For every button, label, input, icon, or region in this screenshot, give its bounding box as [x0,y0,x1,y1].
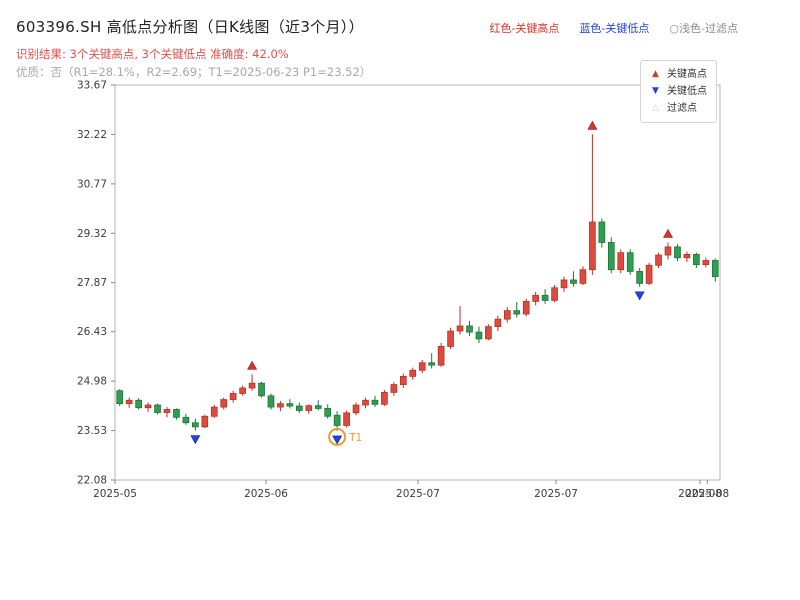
plot-legend-key-low-label: 关键低点 [667,86,707,97]
svg-text:23.53: 23.53 [77,425,107,437]
plot-legend-item-key-low: ▼ 关键低点 [650,83,707,100]
header-legend: 红色-关键高点 蓝色-关键低点 ○浅色-过滤点 [489,20,738,36]
svg-text:2025-07: 2025-07 [396,488,440,500]
svg-text:27.87: 27.87 [77,277,107,289]
triangle-hollow-icon: △ [652,103,659,113]
svg-text:2025-07: 2025-07 [534,488,578,500]
svg-text:24.98: 24.98 [77,376,107,388]
header-legend-key-high: 红色-关键高点 [489,22,560,35]
svg-text:33.67: 33.67 [77,80,107,92]
triangle-up-icon: ▲ [652,69,659,79]
header-legend-key-low: 蓝色-关键低点 [579,22,650,35]
svg-text:T1: T1 [348,432,362,444]
svg-text:30.77: 30.77 [77,178,107,190]
plot-legend: ▲ 关键高点 ▼ 关键低点 △ 过滤点 [640,60,717,123]
svg-text:2025-08: 2025-08 [685,488,729,500]
svg-text:2025-06: 2025-06 [244,488,288,500]
plot-legend-item-key-high: ▲ 关键高点 [650,66,707,83]
plot-legend-item-filtered: △ 过滤点 [650,100,707,117]
quality-summary-text: 优质：否（R1=28.1%，R2=2.69；T1=2025-06-23 P1=2… [16,65,372,79]
recognition-result-text: 识别结果: 3个关键高点, 3个关键低点 准确度: 42.0% [16,47,289,61]
triangle-down-icon: ▼ [652,86,659,96]
svg-text:29.32: 29.32 [77,228,107,240]
plot-legend-key-high-label: 关键高点 [667,69,707,80]
svg-text:2025-08: 2025-08 [678,488,722,500]
svg-text:22.08: 22.08 [77,475,107,487]
header-legend-filtered: ○浅色-过滤点 [669,22,738,35]
svg-text:2025-05: 2025-05 [93,488,137,500]
svg-text:32.22: 32.22 [77,129,107,141]
plot-legend-filtered-label: 过滤点 [667,103,697,114]
svg-text:26.43: 26.43 [77,326,107,338]
page-title: 603396.SH 高低点分析图（日K线图（近3个月）） [16,18,364,36]
